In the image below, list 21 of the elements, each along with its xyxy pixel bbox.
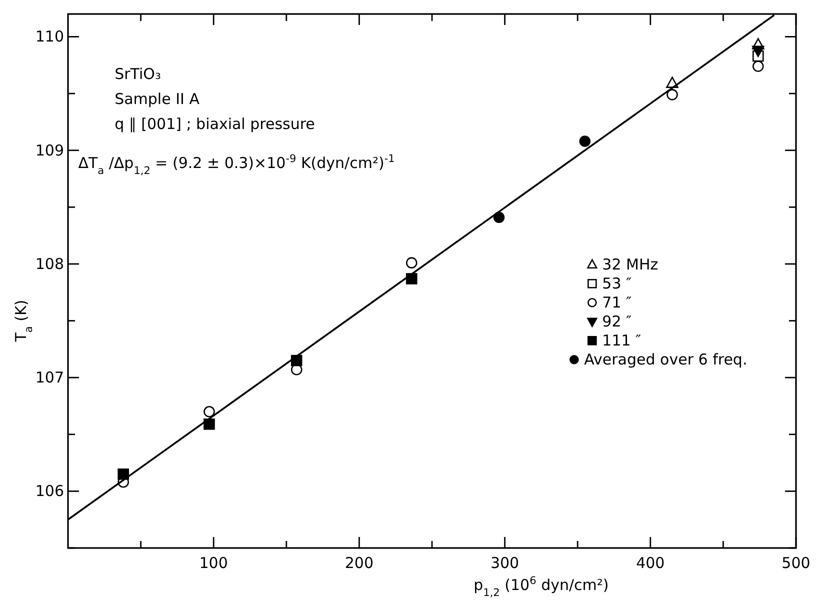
x-tick-label: 400 [636, 554, 665, 572]
y-tick-label: 106 [35, 482, 64, 500]
legend-label: 53 ″ [602, 274, 632, 293]
legend-label: 111 ″ [602, 332, 642, 350]
annotation: ΔT$_{a}$/Δp$_{1,2}$ = (9.2 ± 0.3)×10$^{-9}$ K(dyn/cm²)$^{-1}$ [78, 152, 395, 177]
x-axis-title: p$_{1,2}$ (10$^{6}$ dyn/cm²) [474, 575, 609, 599]
annotation: Sample II A [114, 90, 200, 108]
y-tick-label: 109 [35, 141, 64, 160]
x-tick-label: 100 [199, 554, 228, 572]
x-tick-label: 500 [782, 554, 810, 572]
legend-label: 71 ″ [602, 294, 632, 312]
legend-label: 32 MHz [602, 256, 658, 274]
x-tick-label: 200 [344, 554, 374, 572]
legend-label: Averaged over 6 freq. [584, 350, 748, 369]
y-tick-label: 108 [35, 254, 64, 273]
y-tick-label: 107 [35, 368, 64, 387]
x-tick-label: 300 [490, 554, 520, 572]
legend-label: 92 ″ [602, 312, 632, 331]
y-tick-label: 110 [35, 28, 64, 46]
annotation: SrTiO₃ [114, 64, 161, 83]
annotation: q ∥ [001] ; biaxial pressure [114, 114, 315, 133]
